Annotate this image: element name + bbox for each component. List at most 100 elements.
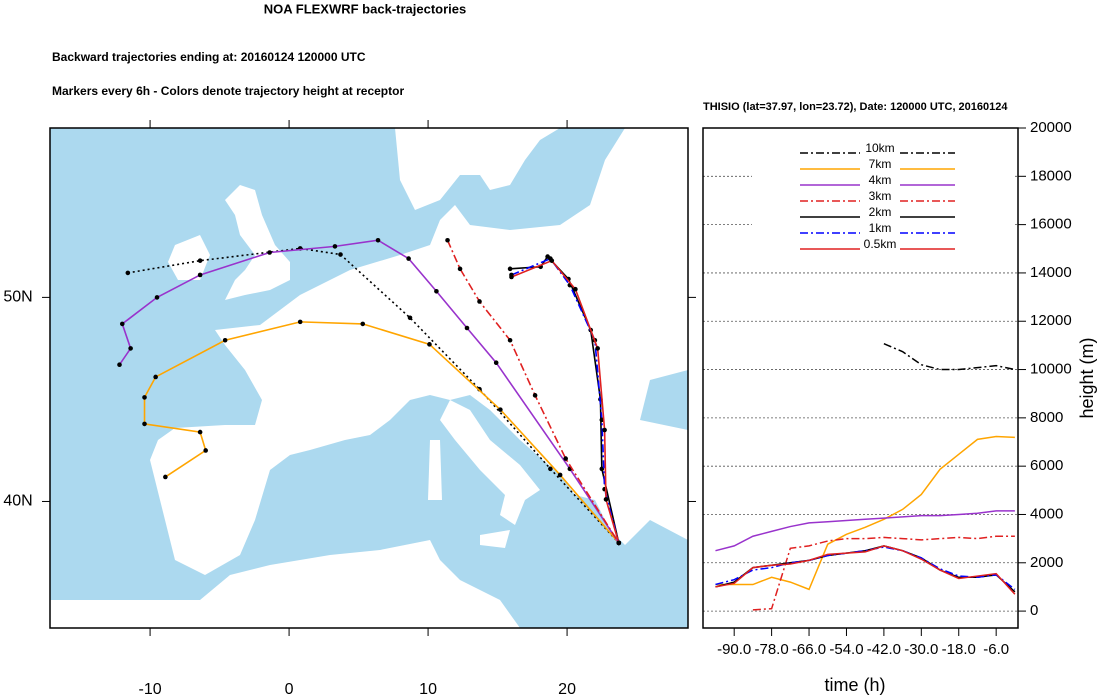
x-tick-label: -10 [139,681,162,698]
trajectory-marker [573,286,578,292]
trajectory-marker [203,448,208,453]
x-tick-label: 0 [285,681,294,698]
y-tick-label: 2000 [1030,554,1063,571]
trajectory-marker [464,325,470,331]
series-line [883,343,1016,371]
y-tick-label: 12000 [1030,312,1072,329]
y-tick-label: 6000 [1030,457,1063,474]
x-tick-label: 10 [419,681,437,698]
legend-label: 7km [869,157,892,171]
legend-label: 0.5km [864,237,897,251]
legend-label: 2km [869,205,892,219]
x-tick-label: -78.0 [755,641,789,658]
y-tick-label: 40N [3,493,32,510]
trajectory-marker [548,466,553,472]
trajectory-marker [154,295,160,300]
trajectory-marker [427,342,432,347]
trajectory-marker [197,429,203,435]
map-frame [49,127,689,629]
trajectory-marker [297,319,303,325]
land-africa [50,540,520,628]
series-line [715,435,1015,591]
profile-panel: THISIO (lat=37.97, lon=23.72), Date: 120… [702,101,1097,695]
trajectory-marker [375,237,381,243]
legend-label: 4km [869,173,892,187]
series-line [715,545,1016,595]
x-tick-label: -66.0 [792,641,826,658]
trajectory-marker [222,337,228,343]
trajectory-marker [163,474,168,480]
y-axis-label: height (m) [1077,337,1097,418]
x-tick-label: -90.0 [717,641,751,658]
legend-label: 1km [869,221,892,235]
x-tick-label: -6.0 [983,641,1009,658]
trajectory-marker [338,252,343,257]
trajectory-marker [507,337,513,343]
trajectory-marker [125,270,131,276]
y-tick-label: 20000 [1030,119,1072,136]
trajectory-marker [563,456,568,461]
trajectory-marker [406,256,411,261]
land-europe [150,128,688,575]
trajectory-marker [603,497,609,502]
trajectory-marker [595,346,600,351]
trajectory-marker [128,346,133,351]
trajectories [117,237,622,546]
legend-label: 3km [869,189,892,203]
land [50,128,688,628]
trajectory-marker [332,244,338,249]
series-line [715,546,1016,590]
x-tick-label: -30.0 [904,641,938,658]
subtitle: Markers every 6h - Colors denote traject… [52,84,404,98]
subtitle: Backward trajectories ending at: 2016012… [52,50,366,64]
y-tick-label: 14000 [1030,264,1072,281]
x-tick-label: -54.0 [829,641,863,658]
land-sicily [480,530,510,548]
map-panel: -10 0 10 20 40N 50N [3,120,696,698]
series-line [715,545,1016,593]
trajectory-marker [549,258,555,263]
trajectory-marker [142,421,147,427]
land-italy [440,400,540,525]
y-tick-label: 4000 [1030,505,1063,522]
trajectory-marker [267,250,272,255]
panel-frame [702,127,1019,629]
panel-title: THISIO (lat=37.97, lon=23.72), Date: 120… [703,101,1008,113]
trajectory-marker [507,266,513,272]
trajectory-marker [457,266,463,272]
y-tick-label: 10000 [1030,361,1072,378]
trajectory-marker [360,321,366,327]
legend-box [752,138,1014,256]
series-layer [715,343,1016,611]
trajectory-marker [142,395,147,400]
y-tick-label: 0 [1030,602,1038,619]
x-tick-label: 20 [558,681,576,698]
figure-title: NOA FLEXWRF back-trajectories [264,1,467,16]
trajectory-marker [477,299,482,304]
land-scandinavia [395,128,560,210]
legend-label: 10km [865,141,894,155]
trajectory-marker [117,362,122,368]
trajectory-marker [509,274,514,280]
trajectory-marker [445,237,450,243]
trajectory-marker [616,540,622,546]
land-ireland [168,235,210,280]
trajectory [127,247,620,544]
x-tick-label: -42.0 [867,641,901,658]
x-axis-label: time (h) [824,675,885,695]
trajectory-marker [119,321,125,327]
trajectory-marker [532,393,538,398]
trajectory-marker [493,360,499,365]
trajectory-marker [197,258,203,263]
land-sardinia [428,440,442,500]
trajectory-marker [407,315,413,321]
trajectory-marker [498,407,503,412]
trajectory-marker [153,374,158,380]
trajectory-marker [557,472,563,478]
y-tick-label: 16000 [1030,216,1072,233]
series-line [752,535,1015,611]
series-line [715,510,1015,552]
y-tick-label: 50N [3,289,32,306]
trajectory-marker [602,427,607,433]
